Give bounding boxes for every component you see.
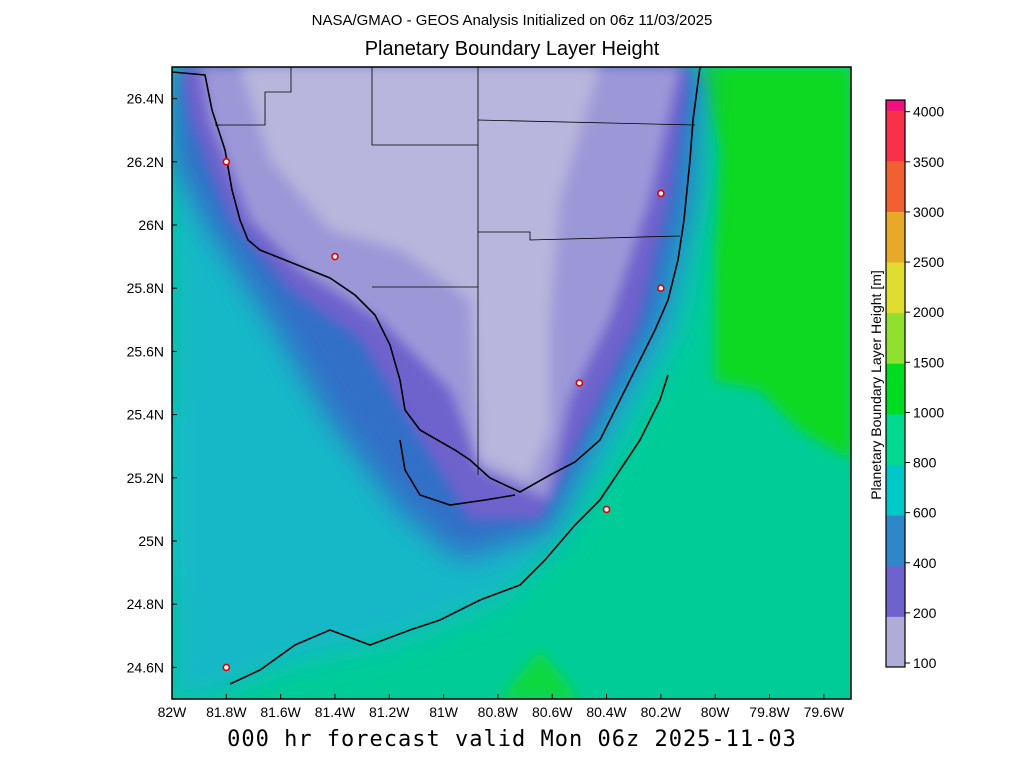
x-tick-label: 79.6W [804, 704, 845, 720]
x-tick-label: 81.4W [315, 704, 356, 720]
colorbar-segment [886, 110, 905, 162]
x-tick-label: 82W [158, 704, 188, 720]
y-tick-label: 25N [138, 533, 164, 549]
colorbar-tick-label: 3000 [913, 204, 944, 220]
x-tick-label: 81.2W [369, 704, 410, 720]
station-marker [222, 663, 231, 672]
x-tick-label: 81W [429, 704, 459, 720]
station-marker [602, 505, 611, 514]
colorbar-tick-label: 400 [913, 555, 937, 571]
colorbar-tick-label: 2500 [913, 254, 944, 270]
forecast-valid-time: 000 hr forecast valid Mon 06z 2025-11-03 [227, 727, 797, 752]
colorbar-segment [886, 515, 905, 567]
station-marker [331, 252, 339, 261]
station-marker [657, 189, 665, 198]
colorbar-tick-label: 800 [913, 455, 937, 471]
x-tick-label: 80.2W [641, 704, 682, 720]
x-tick-label: 80.8W [478, 704, 519, 720]
plot-frame [171, 66, 852, 700]
y-tick-label: 25.2N [127, 470, 164, 486]
x-tick-label: 80.6W [532, 704, 573, 720]
pbl-field [172, 67, 851, 699]
x-tick-label: 81.8W [206, 704, 247, 720]
colorbar-segment [886, 616, 905, 668]
station-markers [222, 158, 665, 672]
colorbar-tick-label: 2000 [913, 304, 944, 320]
y-tick-label: 25.8N [127, 280, 164, 296]
colorbar-segment [886, 413, 905, 465]
y-tick-label: 24.8N [127, 596, 164, 612]
map-title: Planetary Boundary Layer Height [364, 38, 660, 60]
y-tick-label: 26.4N [127, 91, 164, 107]
colorbar-segment [886, 464, 905, 516]
colorbar-tick-label: 3500 [913, 154, 944, 170]
colorbar-tick-label: 4000 [913, 104, 944, 120]
x-tick-label: 79.8W [749, 704, 790, 720]
colorbar-segment [886, 211, 905, 263]
colorbar-segment [886, 100, 905, 111]
colorbar-tick-label: 200 [913, 605, 937, 621]
y-tick-label: 26N [138, 217, 164, 233]
colorbar-segment [886, 160, 905, 212]
colorbar: 100 200 400 600 800 1000 1500 2000 2500 3000 3500 4… [885, 99, 944, 671]
colorbar-label: Planetary Boundary Layer Height [m] [868, 270, 884, 500]
x-tick-label: 81.6W [260, 704, 301, 720]
colorbar-segment [886, 363, 905, 415]
colorbar-tick-label: 1500 [913, 354, 944, 370]
x-tick-label: 80W [701, 704, 731, 720]
y-tick-label: 25.4N [127, 407, 164, 423]
y-tick-label: 26.2N [127, 154, 164, 170]
colorbar-tick-label: 600 [913, 505, 937, 521]
y-tick-label: 25.6N [127, 343, 164, 359]
map-subtitle: NASA/GMAO - GEOS Analysis Initialized on… [311, 12, 713, 29]
x-axis-ticks: 82W 81.8W 81.6W 81.4W 81.2W 81W 80.8W 80.6W 80.4… [158, 694, 845, 720]
colorbar-frame [885, 99, 906, 668]
station-marker [657, 284, 665, 293]
station-marker [222, 158, 231, 166]
colorbar-tick-label: 1000 [913, 404, 944, 420]
colorbar-segment [886, 262, 905, 314]
x-tick-label: 80.4W [586, 704, 627, 720]
y-tick-label: 24.6N [127, 659, 164, 675]
y-axis-ticks: 26.4N 26.2N 26N 25.8N 25.6N 25.4N 25.2N 25N 24.8… [127, 91, 177, 675]
colorbar-segment [886, 565, 905, 617]
colorbar-tick-label: 100 [913, 655, 937, 671]
colorbar-segment [886, 312, 905, 364]
station-marker [575, 379, 584, 387]
